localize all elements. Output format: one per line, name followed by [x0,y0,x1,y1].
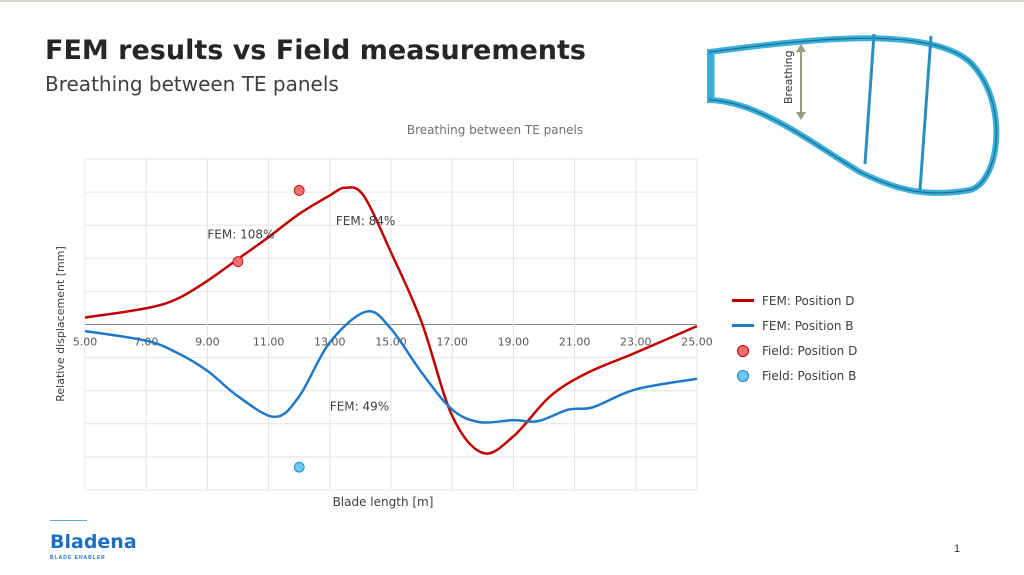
y-axis-label: Relative displacement [mm] [54,246,67,402]
x-tick-label: 5.00 [73,336,98,349]
annotation-label: FEM: 108% [207,227,274,241]
annotation-label: FEM: 49% [330,400,389,414]
x-tick-label: 9.00 [195,336,220,349]
series-line-1 [84,310,698,424]
x-tick-label: 19.00 [498,336,530,349]
field-point [232,256,244,268]
legend-label: FEM: Position D [762,293,855,308]
chart-title: Breathing between TE panels [407,123,583,137]
legend-label: Field: Position D [762,343,858,358]
x-axis-label: Blade length [m] [333,495,434,509]
field-point [293,185,305,196]
legend-label: FEM: Position B [762,318,854,333]
series-line-0 [84,186,698,455]
airfoil-section-diagram: Breathing [707,33,1000,196]
annotation-label: FEM: 84% [336,214,395,228]
legend-item-fem-b: FEM: Position B [732,313,857,338]
x-tick-label: 17.00 [436,336,468,349]
legend-item-fem-d: FEM: Position D [732,288,857,313]
slide-title: FEM results vs Field measurements [45,35,587,66]
field-point [293,461,305,473]
x-tick-label: 25.00 [681,336,713,349]
breathing-label: Breathing [782,50,795,104]
page-number: 1 [954,543,961,555]
x-tick-label: 21.00 [559,336,591,349]
logo-name: Bladena [50,531,137,553]
x-tick-label: 23.00 [620,336,652,349]
chart-legend: FEM: Position D FEM: Position B Field: P… [732,288,857,388]
legend-item-field-d: Field: Position D [732,338,857,363]
legend-label: Field: Position B [762,368,857,383]
slide-subtitle: Breathing between TE panels [45,72,339,96]
bladena-logo: Bladena BLADE ENABLER [50,520,137,561]
legend-item-field-b: Field: Position B [732,363,857,388]
logo-tagline: BLADE ENABLER [50,555,106,561]
x-tick-label: 11.00 [253,336,285,349]
